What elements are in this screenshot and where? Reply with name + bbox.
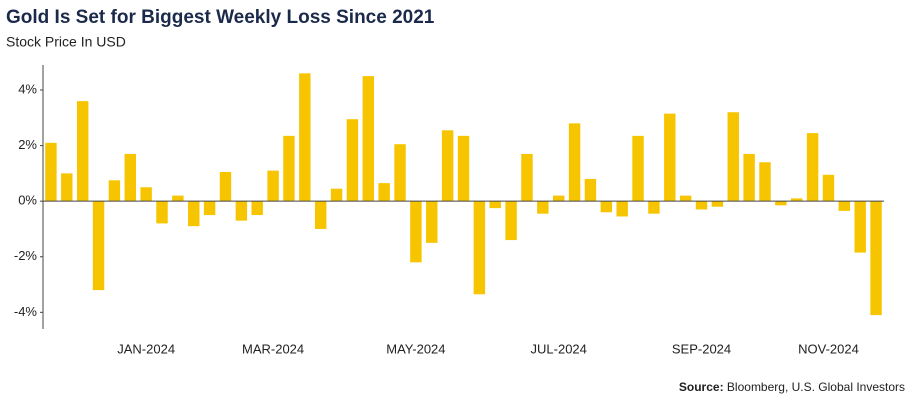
bar bbox=[775, 201, 787, 206]
bar bbox=[584, 178, 597, 202]
bar bbox=[441, 130, 454, 202]
bar bbox=[172, 195, 184, 202]
bar bbox=[806, 133, 819, 202]
bar bbox=[426, 201, 438, 243]
bar bbox=[759, 162, 771, 202]
bar bbox=[61, 173, 73, 202]
y-tick-label: -4% bbox=[14, 304, 38, 319]
bar bbox=[648, 201, 660, 214]
bar bbox=[362, 76, 375, 202]
bar bbox=[108, 180, 121, 202]
bar bbox=[870, 201, 882, 316]
bar bbox=[791, 198, 803, 202]
x-tick-label: JAN-2024 bbox=[117, 341, 175, 356]
y-tick-label: 2% bbox=[18, 137, 37, 152]
x-tick-label: SEP-2024 bbox=[672, 341, 731, 356]
x-tick-label: MAR-2024 bbox=[242, 341, 304, 356]
bar bbox=[727, 112, 739, 202]
bar bbox=[505, 201, 517, 241]
bar bbox=[600, 201, 613, 213]
bar bbox=[664, 113, 676, 202]
bar bbox=[854, 201, 866, 253]
bar bbox=[695, 201, 708, 210]
bar bbox=[156, 201, 168, 224]
bar bbox=[124, 153, 136, 202]
bar bbox=[92, 201, 105, 291]
bar bbox=[489, 201, 501, 209]
bar bbox=[330, 188, 343, 202]
y-tick-label: 0% bbox=[18, 193, 37, 208]
bar bbox=[203, 201, 216, 216]
bar bbox=[410, 201, 422, 263]
bar bbox=[45, 142, 57, 202]
bar bbox=[457, 135, 470, 202]
bar bbox=[822, 174, 835, 202]
y-tick-label: -2% bbox=[14, 248, 38, 263]
bar bbox=[473, 201, 486, 295]
bar bbox=[743, 153, 755, 202]
source-text: Bloomberg, U.S. Global Investors bbox=[727, 380, 905, 394]
bar bbox=[76, 101, 89, 202]
bar bbox=[679, 195, 692, 202]
bar bbox=[552, 195, 565, 202]
bar bbox=[235, 201, 248, 221]
chart-subtitle: Stock Price In USD bbox=[6, 34, 126, 50]
bar bbox=[568, 123, 581, 202]
bar bbox=[838, 201, 851, 211]
bar bbox=[283, 135, 295, 202]
bar bbox=[140, 187, 152, 202]
x-tick-label: NOV-2024 bbox=[798, 341, 859, 356]
bar bbox=[521, 153, 533, 202]
source-label: Source: bbox=[679, 380, 724, 394]
x-tick-label: MAY-2024 bbox=[386, 341, 445, 356]
bar bbox=[188, 201, 200, 227]
bar bbox=[219, 171, 232, 202]
bar bbox=[394, 144, 406, 202]
bar bbox=[314, 201, 327, 229]
bar bbox=[378, 183, 390, 202]
bar bbox=[267, 170, 279, 202]
chart-title: Gold Is Set for Biggest Weekly Loss Sinc… bbox=[6, 7, 435, 28]
bar bbox=[299, 73, 311, 202]
bar bbox=[537, 201, 549, 214]
bar bbox=[346, 119, 359, 202]
source: Source: Bloomberg, U.S. Global Investors bbox=[679, 380, 905, 394]
y-tick-label: 4% bbox=[18, 81, 37, 96]
x-tick-label: JUL-2024 bbox=[531, 341, 587, 356]
bar bbox=[616, 201, 628, 217]
bar bbox=[711, 201, 724, 207]
bar bbox=[251, 201, 263, 216]
bar bbox=[632, 135, 644, 202]
